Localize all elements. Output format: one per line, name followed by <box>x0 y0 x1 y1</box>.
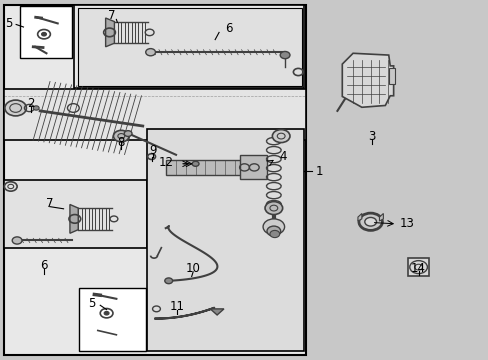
Polygon shape <box>70 204 78 233</box>
Text: 6: 6 <box>224 22 232 35</box>
Polygon shape <box>342 53 393 107</box>
Polygon shape <box>239 155 266 179</box>
Text: 12: 12 <box>158 156 173 169</box>
Polygon shape <box>105 18 114 47</box>
Circle shape <box>145 49 155 56</box>
Text: 4: 4 <box>279 150 286 163</box>
Circle shape <box>272 130 289 143</box>
Polygon shape <box>166 160 244 175</box>
Text: 9: 9 <box>148 144 156 157</box>
Polygon shape <box>4 89 305 140</box>
Circle shape <box>41 32 46 36</box>
Circle shape <box>263 219 284 235</box>
Polygon shape <box>210 309 224 315</box>
Circle shape <box>266 226 280 236</box>
Polygon shape <box>20 6 72 58</box>
Circle shape <box>264 202 282 215</box>
Polygon shape <box>74 5 304 88</box>
Polygon shape <box>379 213 383 221</box>
Polygon shape <box>407 258 428 276</box>
Text: 11: 11 <box>169 300 184 313</box>
Text: 3: 3 <box>367 130 375 143</box>
Circle shape <box>280 51 289 59</box>
Polygon shape <box>79 288 145 351</box>
Circle shape <box>124 131 132 136</box>
Circle shape <box>5 100 26 116</box>
Circle shape <box>269 230 279 238</box>
Circle shape <box>364 217 376 226</box>
Text: 14: 14 <box>410 262 425 275</box>
Text: 7: 7 <box>46 197 54 210</box>
Polygon shape <box>388 68 394 84</box>
Circle shape <box>192 161 199 166</box>
Text: 8: 8 <box>117 136 125 149</box>
Polygon shape <box>146 129 304 351</box>
Text: 2: 2 <box>27 97 35 110</box>
Polygon shape <box>357 213 361 221</box>
Circle shape <box>164 278 172 284</box>
Circle shape <box>12 237 22 244</box>
Text: 10: 10 <box>185 262 200 275</box>
Polygon shape <box>4 180 146 248</box>
Polygon shape <box>78 8 302 86</box>
Text: 5: 5 <box>5 17 12 30</box>
Text: 13: 13 <box>399 217 414 230</box>
Text: 6: 6 <box>40 259 48 272</box>
Circle shape <box>33 106 39 110</box>
Circle shape <box>113 130 129 142</box>
Text: 1: 1 <box>315 165 322 177</box>
Circle shape <box>104 311 109 315</box>
Polygon shape <box>4 5 305 355</box>
Text: 7: 7 <box>107 9 115 22</box>
Text: 5: 5 <box>88 297 96 310</box>
